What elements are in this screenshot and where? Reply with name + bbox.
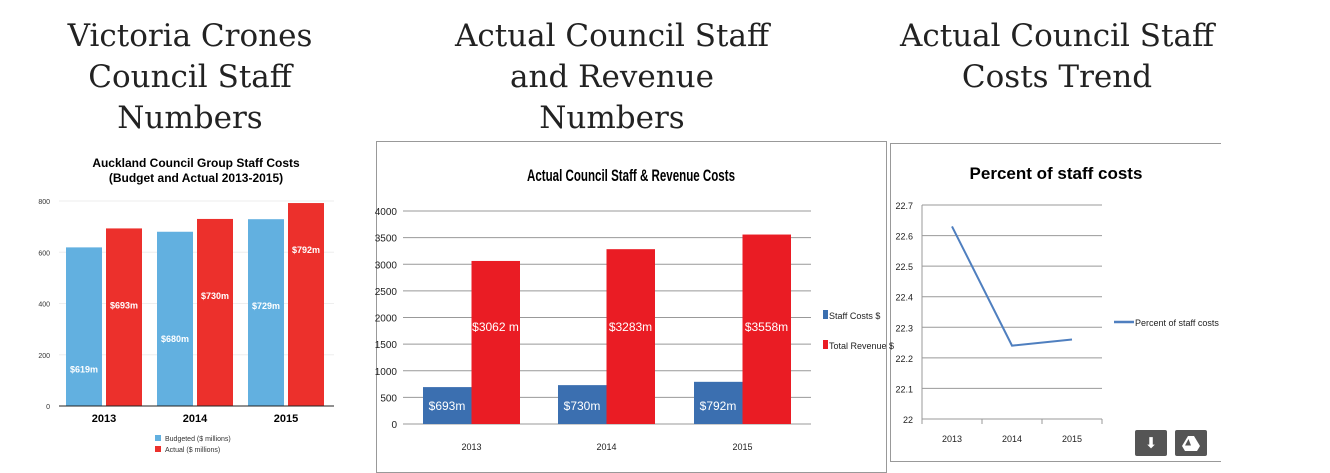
- chart1-data-label: $680m: [161, 334, 189, 344]
- chart2-xtick: 2014: [596, 442, 616, 452]
- chart1-data-label: $619m: [70, 364, 98, 374]
- chart2-bar: [606, 249, 655, 424]
- chart1-legend-swatch: [155, 446, 161, 452]
- chart3-xtick: 2013: [942, 434, 962, 444]
- chart3-frame: [890, 143, 1221, 462]
- chart2-bar: [558, 385, 607, 424]
- chart2-ytick: 0: [391, 420, 397, 431]
- chart2-data-label: $792m: [700, 399, 737, 413]
- chart1-xtick: 2014: [183, 413, 208, 425]
- chart1-ytick: 200: [38, 353, 50, 360]
- chart3-ytick: 22.1: [895, 384, 913, 394]
- chart1-bar: [66, 247, 102, 406]
- chart3-ytick: 22.5: [895, 262, 913, 272]
- chart2-ytick: 1000: [375, 367, 398, 378]
- chart3-series-line: [951, 225, 1073, 347]
- chart2-legend-label: Staff Costs $: [829, 311, 880, 321]
- chart2-ytick: 2000: [375, 314, 398, 325]
- chart2-data-label: $730m: [564, 399, 601, 413]
- heading-costs-trend: Actual Council Staff Costs Trend: [877, 16, 1237, 98]
- chart2-ytick: 3000: [375, 260, 398, 271]
- google-drive-button[interactable]: [1175, 430, 1207, 456]
- heading-line: Actual Council Staff: [455, 18, 769, 54]
- chart1-bar: [288, 203, 324, 406]
- chart2-bar: [694, 381, 743, 424]
- chart3-xtick: 2015: [1062, 434, 1082, 444]
- chart2-ytick: 1500: [375, 340, 398, 351]
- chart2-legend-swatch: [823, 340, 828, 349]
- chart3-ytick: 22: [903, 415, 913, 425]
- chart1-data-label: $730m: [201, 291, 229, 301]
- chart1-ytick: 600: [38, 250, 50, 257]
- chart2-data-label: $3283m: [609, 320, 652, 334]
- heading-staff-revenue: Actual Council Staff and Revenue Numbers: [432, 16, 792, 139]
- heading-line: Costs Trend: [961, 59, 1153, 95]
- heading-line: Victoria Crones: [67, 18, 313, 54]
- chart2-ytick: 4000: [375, 207, 398, 218]
- chart2-legend-label: Total Revenue $: [829, 341, 894, 351]
- chart1-xtick: 2013: [92, 413, 116, 425]
- chart1-xtick: 2015: [274, 413, 298, 425]
- chart1-bar: [197, 218, 233, 406]
- chart3-legend-label: Percent of staff costs: [1135, 318, 1219, 328]
- chart2-data-label: $3062 m: [472, 320, 519, 334]
- chart2-bar: [423, 387, 472, 424]
- chart1-legend-label: Actual ($ millions): [165, 447, 220, 454]
- chart2-data-label: $693m: [429, 399, 466, 413]
- heading-line: and Revenue: [510, 59, 714, 95]
- chart1-legend-label: Budgeted ($ millions): [165, 436, 231, 443]
- chart1-ytick: 0: [46, 404, 50, 411]
- chart1-data-label: $693m: [110, 300, 138, 310]
- chart2-xtick: 2015: [732, 442, 752, 452]
- download-button[interactable]: ⬇: [1135, 430, 1167, 456]
- chart2-title: Actual Council Staff & Revenue Costs: [527, 166, 735, 185]
- chart1-ytick: 800: [38, 199, 50, 206]
- chart3-ytick: 22.2: [895, 354, 913, 364]
- chart3-ytick: 22.4: [895, 293, 913, 303]
- chart3-ytick: 22.6: [895, 232, 913, 242]
- chart1-subtitle: (Budget and Actual 2013-2015): [109, 171, 283, 185]
- chart1-title: Auckland Council Group Staff Costs: [92, 156, 300, 170]
- chart1-bar: [157, 231, 193, 406]
- chart2-bar: [742, 234, 791, 424]
- chart2-ytick: 500: [380, 393, 397, 404]
- chart1-legend-swatch: [155, 435, 161, 441]
- chart2-xtick: 2013: [461, 442, 481, 452]
- chart3-ytick: 22.7: [895, 201, 913, 211]
- chart3-title: Percent of staff costs: [970, 164, 1143, 183]
- chart2-ytick: 2500: [375, 287, 398, 298]
- heading-line: Council Staff: [88, 59, 292, 95]
- chart3-ytick: 22.3: [895, 323, 913, 333]
- chart1-bar: [106, 228, 142, 406]
- heading-line: Actual Council Staff: [900, 18, 1214, 54]
- chart3-xtick: 2014: [1002, 434, 1022, 444]
- chart1-data-label: $729m: [252, 301, 280, 311]
- chart2-ytick: 3500: [375, 234, 398, 245]
- chart1-bar: [248, 219, 284, 406]
- download-icon: ⬇: [1144, 435, 1158, 452]
- chart2-legend-swatch: [823, 310, 828, 319]
- chart1-data-label: $792m: [292, 245, 320, 255]
- heading-line: Numbers: [117, 100, 263, 136]
- chart2-data-label: $3558m: [745, 320, 788, 334]
- heading-line: Numbers: [539, 100, 685, 136]
- chart1-ytick: 400: [38, 302, 50, 309]
- heading-staff-numbers: Victoria Crones Council Staff Numbers: [40, 16, 340, 139]
- chart2-bar: [471, 260, 520, 424]
- google-drive-icon: [1182, 436, 1200, 451]
